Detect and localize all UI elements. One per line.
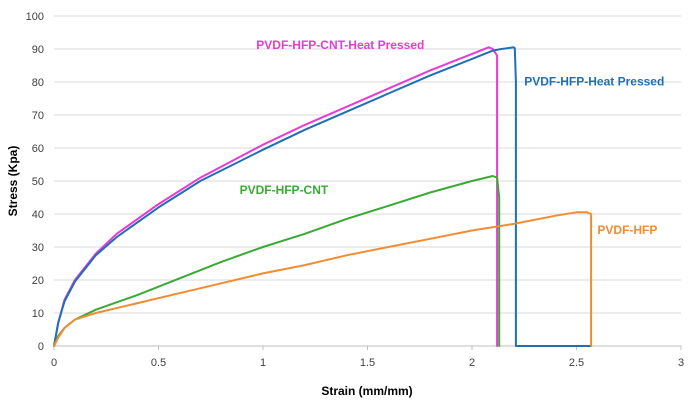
y-tick-label: 100 bbox=[26, 11, 44, 23]
x-axis-title: Strain (mm/mm) bbox=[321, 384, 412, 398]
y-tick-label: 20 bbox=[32, 275, 44, 287]
y-tick-label: 90 bbox=[32, 44, 44, 56]
series-label-pvdf-hfp-cnt-heat-pressed: PVDF-HFP-CNT-Heat Pressed bbox=[256, 38, 424, 52]
y-tick-label: 70 bbox=[32, 110, 44, 122]
series-line-pvdf-hfp-cnt bbox=[53, 175, 501, 347]
x-tick-label: 0 bbox=[51, 357, 57, 369]
x-tick-label: 2.5 bbox=[569, 357, 584, 369]
x-tick-labels: 0 0.5 1 1.5 2 2.5 3 bbox=[51, 357, 684, 369]
x-tick-label: 3 bbox=[678, 357, 684, 369]
y-tick-label: 40 bbox=[32, 209, 44, 221]
y-tick-label: 30 bbox=[32, 242, 44, 254]
x-tick-label: 1 bbox=[260, 357, 266, 369]
y-tick-label: 0 bbox=[38, 341, 44, 353]
series-label-pvdf-hfp-heat-pressed: PVDF-HFP-Heat Pressed bbox=[524, 74, 664, 88]
y-tick-label: 10 bbox=[32, 308, 44, 320]
y-tick-labels: 0 10 20 30 40 50 60 70 80 90 100 bbox=[26, 11, 44, 353]
y-tick-label: 60 bbox=[32, 143, 44, 155]
series-line-pvdf-hfp bbox=[53, 211, 593, 347]
gridlines bbox=[54, 15, 681, 314]
series-lines bbox=[53, 46, 593, 347]
x-tick-label: 0.5 bbox=[151, 357, 166, 369]
x-tick-label: 2 bbox=[469, 357, 475, 369]
series-label-pvdf-hfp-cnt: PVDF-HFP-CNT bbox=[240, 183, 329, 197]
x-tick-label: 1.5 bbox=[360, 357, 375, 369]
y-tick-label: 50 bbox=[32, 176, 44, 188]
series-line-pvdf-hfp-heat-pressed bbox=[53, 46, 593, 347]
y-tick-label: 80 bbox=[32, 77, 44, 89]
series-labels: PVDF-HFP-CNT-Heat Pressed PVDF-HFP-Heat P… bbox=[240, 38, 665, 237]
series-label-pvdf-hfp: PVDF-HFP bbox=[597, 223, 657, 237]
y-axis-title: Stress (Kpa) bbox=[6, 146, 20, 217]
